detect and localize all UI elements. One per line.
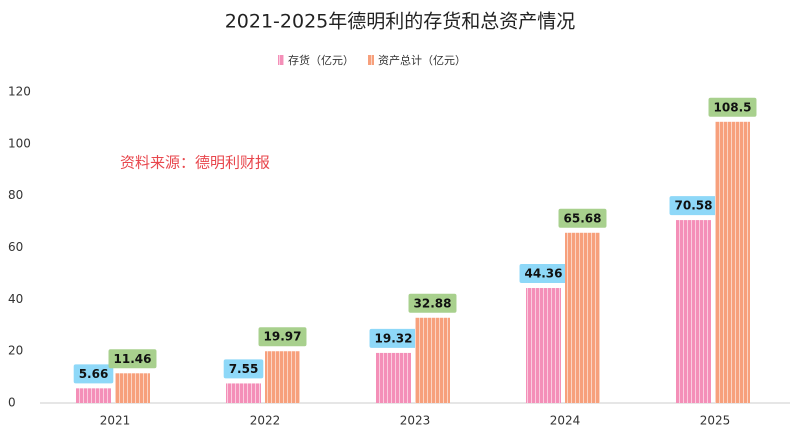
value-label-bg [73,364,114,384]
y-tick-label: 20 [8,344,23,358]
x-tick-label: 2022 [250,414,281,428]
value-label-bg [408,293,457,313]
bar [565,232,600,403]
value-label: 19.32 [375,331,413,345]
value-label-bg [369,328,418,348]
value-label: 7.55 [229,362,259,376]
value-label-bg [708,97,757,117]
chart-title: 2021-2025年德明利的存货和总资产情况 [225,11,576,33]
value-label: 11.46 [114,352,152,366]
y-tick-label: 40 [8,292,23,306]
bar [526,288,561,403]
value-label-bg [558,208,607,228]
y-tick-label: 100 [8,136,31,150]
value-label: 65.68 [564,211,602,225]
value-label: 32.88 [414,296,452,310]
y-tick-label: 80 [8,188,23,202]
bar [415,317,450,403]
x-tick-label: 2025 [700,414,731,428]
y-tick-label: 60 [8,240,23,254]
bar [376,352,411,403]
x-tick-label: 2021 [100,414,131,428]
y-tick-label: 0 [8,396,16,410]
bar [676,220,711,403]
value-label: 19.97 [264,330,302,344]
value-label-bg [669,196,718,216]
x-tick-label: 2024 [550,414,581,428]
legend-swatch [278,55,284,65]
y-tick-label: 120 [8,85,31,99]
x-tick-label: 2023 [400,414,431,428]
legend-label: 资产总计（亿元） [378,53,466,67]
value-label: 108.5 [714,100,752,114]
bar [115,373,150,403]
value-label: 44.36 [525,267,563,281]
value-label-bg [108,349,157,369]
bar [226,383,261,403]
value-label-bg [258,327,307,347]
bar [715,121,750,403]
legend-label: 存货（亿元） [288,53,354,67]
value-label-bg [223,359,264,379]
bar [265,351,300,403]
value-label: 5.66 [79,367,109,381]
legend-swatch [368,55,374,65]
value-label: 70.58 [675,199,713,213]
annotation: 资料来源：德明利财报 [120,154,270,172]
value-label-bg [519,264,568,284]
bar [76,388,111,403]
